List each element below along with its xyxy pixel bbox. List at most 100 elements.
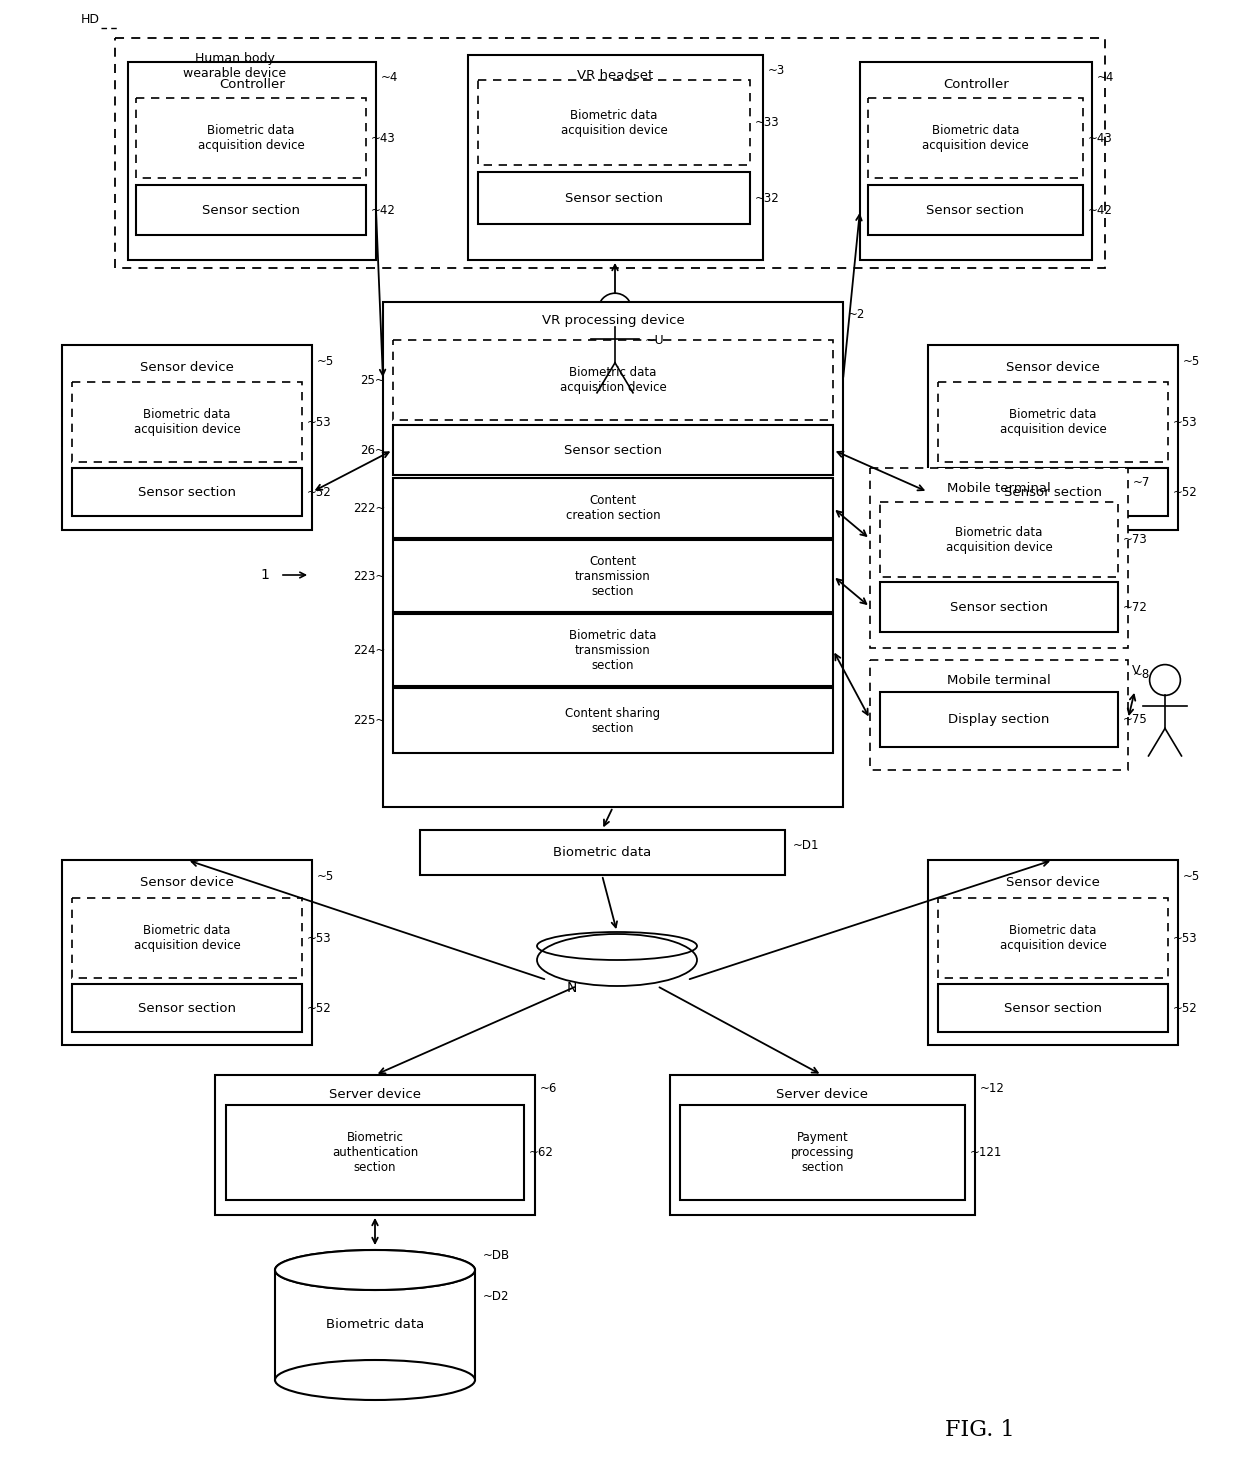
Text: Sensor section: Sensor section	[950, 600, 1048, 613]
Text: ~42: ~42	[371, 203, 396, 217]
Text: VR processing device: VR processing device	[542, 314, 684, 327]
Text: Sensor section: Sensor section	[1004, 485, 1102, 498]
Text: Controller: Controller	[219, 78, 285, 90]
Bar	[937, 382, 1168, 461]
Text: ~52: ~52	[308, 1001, 332, 1014]
Text: ~D1: ~D1	[794, 839, 820, 852]
Bar	[72, 382, 303, 461]
Text: ~32: ~32	[755, 192, 780, 205]
Ellipse shape	[275, 1250, 475, 1290]
Bar	[215, 1075, 534, 1215]
Text: Sensor section: Sensor section	[1004, 1001, 1102, 1014]
Bar	[937, 469, 1168, 516]
Text: ~4: ~4	[1097, 71, 1115, 84]
Bar	[72, 469, 303, 516]
Text: Biometric data
transmission
section: Biometric data transmission section	[569, 628, 657, 672]
Bar	[128, 62, 376, 259]
Text: ~75: ~75	[1123, 713, 1148, 727]
Text: ~43: ~43	[371, 131, 396, 144]
Text: Biometric data
acquisition device: Biometric data acquisition device	[559, 366, 666, 394]
Bar	[393, 478, 833, 538]
Text: ~52: ~52	[1173, 485, 1198, 498]
Bar	[275, 1271, 475, 1380]
Text: Sensor section: Sensor section	[138, 485, 236, 498]
Text: ~3: ~3	[768, 63, 785, 77]
Text: ~33: ~33	[755, 116, 780, 130]
Text: Human body
wearable device: Human body wearable device	[184, 52, 286, 80]
Bar	[937, 985, 1168, 1032]
Text: Sensor section: Sensor section	[926, 203, 1024, 217]
Bar	[868, 186, 1083, 234]
Bar	[115, 38, 1105, 268]
Bar	[937, 898, 1168, 979]
Text: ~7: ~7	[1133, 476, 1151, 488]
Bar	[393, 425, 833, 475]
Bar	[880, 503, 1118, 576]
Text: Sensor section: Sensor section	[138, 1001, 236, 1014]
Bar	[670, 1075, 975, 1215]
Text: ~2: ~2	[848, 308, 866, 320]
Text: Biometric data
acquisition device: Biometric data acquisition device	[560, 109, 667, 137]
Bar	[72, 985, 303, 1032]
Bar	[870, 660, 1128, 769]
Text: Sensor device: Sensor device	[140, 361, 234, 373]
Text: ~4: ~4	[381, 71, 398, 84]
Bar	[477, 172, 750, 224]
Text: Sensor section: Sensor section	[202, 203, 300, 217]
Ellipse shape	[275, 1361, 475, 1400]
Text: ~62: ~62	[529, 1145, 554, 1159]
Bar	[880, 691, 1118, 747]
Text: Server device: Server device	[329, 1088, 422, 1101]
Bar	[870, 469, 1128, 649]
Bar	[861, 62, 1092, 259]
Text: ~6: ~6	[539, 1082, 557, 1095]
Text: ~5: ~5	[1183, 870, 1200, 883]
Bar	[72, 898, 303, 979]
Bar	[393, 539, 833, 612]
Bar	[680, 1106, 965, 1200]
Text: FIG. 1: FIG. 1	[945, 1419, 1014, 1442]
Text: 25~: 25~	[361, 373, 384, 386]
Text: ~42: ~42	[1087, 203, 1112, 217]
Text: VR headset: VR headset	[578, 68, 653, 81]
Text: ~72: ~72	[1123, 600, 1148, 613]
Bar	[393, 688, 833, 753]
Text: ~121: ~121	[970, 1145, 1002, 1159]
Text: ~U: ~U	[645, 333, 665, 346]
Bar	[226, 1106, 525, 1200]
Text: ~43: ~43	[1087, 131, 1112, 144]
Text: ~5: ~5	[1183, 355, 1200, 367]
Text: Content
creation section: Content creation section	[565, 494, 661, 522]
Text: Biometric data
acquisition device: Biometric data acquisition device	[197, 124, 304, 152]
Text: 1: 1	[260, 567, 269, 582]
Text: Biometric data
acquisition device: Biometric data acquisition device	[134, 924, 241, 952]
Bar	[467, 55, 763, 259]
Bar	[136, 186, 366, 234]
Text: 26~: 26~	[360, 444, 384, 457]
Text: Server device: Server device	[776, 1088, 868, 1101]
Text: ~D2: ~D2	[484, 1290, 510, 1303]
Bar	[383, 302, 843, 806]
Text: ~73: ~73	[1123, 534, 1148, 545]
Text: Sensor device: Sensor device	[140, 876, 234, 889]
Text: Sensor section: Sensor section	[564, 444, 662, 457]
Bar	[868, 97, 1083, 178]
Bar	[880, 582, 1118, 632]
Text: Controller: Controller	[944, 78, 1009, 90]
Text: 222~: 222~	[352, 501, 384, 514]
Text: N: N	[567, 982, 577, 995]
Text: ~53: ~53	[308, 416, 331, 429]
Text: Sensor device: Sensor device	[1006, 876, 1100, 889]
Bar	[136, 97, 366, 178]
Bar	[62, 345, 312, 531]
Text: Display section: Display section	[949, 713, 1050, 727]
Text: ~12: ~12	[980, 1082, 1004, 1095]
Text: ~52: ~52	[1173, 1001, 1198, 1014]
Text: ~5: ~5	[317, 870, 335, 883]
Text: Biometric
authentication
section: Biometric authentication section	[332, 1131, 418, 1173]
Bar	[420, 830, 785, 876]
Text: ~52: ~52	[308, 485, 332, 498]
Text: Content sharing
section: Content sharing section	[565, 706, 661, 734]
Text: Biometric data: Biometric data	[326, 1319, 424, 1331]
Text: Sensor device: Sensor device	[1006, 361, 1100, 373]
